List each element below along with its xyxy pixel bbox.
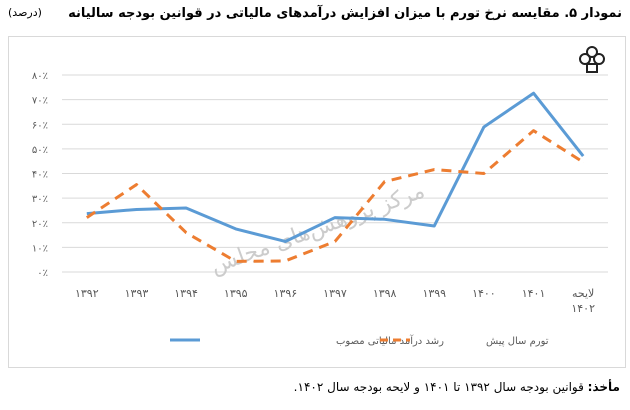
- y-tick-label: ۶۰٪: [32, 120, 48, 131]
- x-tick-label: ۱۳۹۶: [274, 287, 298, 300]
- logo: [572, 44, 612, 76]
- y-tick-label: ۱۰٪: [32, 243, 48, 254]
- x-tick-label: ۱۴۰۲: [571, 302, 595, 315]
- x-tick-label: ۱۳۹۷: [323, 287, 347, 300]
- y-tick-label: ۴۰٪: [32, 170, 48, 181]
- chart-frame: [8, 36, 626, 368]
- source-label: مأخذ:: [587, 380, 620, 394]
- x-tick-label: لایحه: [572, 287, 594, 300]
- x-tick-label: ۱۳۹۹: [422, 287, 446, 300]
- y-tick-label: ۷۰٪: [32, 96, 48, 107]
- source-text: قوانین بودجه سال ۱۳۹۲ تا ۱۴۰۱ و لایحه بو…: [293, 380, 588, 394]
- source-note: مأخذ: قوانین بودجه سال ۱۳۹۲ تا ۱۴۰۱ و لا…: [294, 380, 620, 394]
- chart-title: نمودار ۵. مقایسه نرخ تورم با میزان افزای…: [68, 6, 622, 21]
- logo-icon: [579, 46, 605, 73]
- series-line-2: [85, 129, 584, 263]
- series-line-1: [86, 91, 585, 243]
- legend-label: رشد درآمد مالیاتی مصوب: [336, 334, 444, 347]
- y-tick-label: ۵۰٪: [32, 145, 48, 156]
- x-tick-label: ۱۴۰۰: [472, 287, 496, 300]
- x-tick-label: ۱۳۹۲: [75, 287, 99, 300]
- y-tick-label: ۰٪: [37, 268, 48, 279]
- y-tick-label: ۲۰٪: [32, 219, 48, 230]
- y-tick-label: ۳۰٪: [32, 194, 48, 205]
- chart-title-row: نمودار ۵. مقایسه نرخ تورم با میزان افزای…: [8, 6, 622, 21]
- x-tick-label: ۱۳۹۳: [125, 287, 149, 300]
- unit-label: (درصد): [8, 6, 42, 19]
- x-tick-label: ۱۴۰۱: [522, 287, 546, 300]
- x-tick-label: ۱۳۹۴: [174, 287, 198, 300]
- x-tick-label: ۱۳۹۵: [224, 287, 248, 300]
- x-tick-label: ۱۳۹۸: [373, 287, 397, 300]
- legend-label: تورم سال پیش: [486, 336, 549, 347]
- y-tick-label: ۸۰٪: [32, 71, 48, 82]
